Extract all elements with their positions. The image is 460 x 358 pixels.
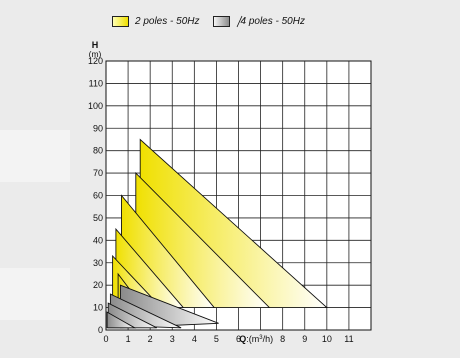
- y-tick-label: 60: [93, 191, 103, 201]
- x-tick-label: 5: [214, 334, 219, 344]
- operating-regions: [106, 138, 328, 329]
- legend-swatch-gray: [213, 15, 231, 27]
- legend-tick-mark-icon: [236, 14, 244, 28]
- x-axis-ticks: 0 1 2 3 4 5 6 8 9 10 11: [103, 334, 353, 344]
- x-tick-label: 11: [344, 334, 353, 344]
- y-tick-label: 0: [98, 325, 103, 335]
- x-axis-unit-suffix: /h): [263, 334, 274, 344]
- x-tick-label: 4: [192, 334, 197, 344]
- x-axis-unit-prefix: :(m: [246, 334, 259, 344]
- y-tick-label: 80: [93, 146, 103, 156]
- y-tick-label: 110: [89, 78, 103, 88]
- y-tick-label: 40: [93, 235, 103, 245]
- x-tick-label: 9: [302, 334, 307, 344]
- legend-item-2-poles: 2 poles - 50Hz: [112, 15, 200, 27]
- legend-item-4-poles: 4 poles - 50Hz: [213, 14, 305, 28]
- y-tick-label: 100: [88, 101, 103, 111]
- x-tick-label: 8: [280, 334, 285, 344]
- x-tick-label: 1: [126, 334, 131, 344]
- x-tick-label: 10: [322, 334, 332, 344]
- background-stripe: [0, 268, 70, 320]
- background-stripe: [0, 130, 70, 182]
- y-axis-ticks: 0 10 20 30 40 50 60 70 80 90 100 110 120: [88, 56, 103, 335]
- y-tick-label: 10: [93, 303, 103, 313]
- y-tick-label: 30: [93, 258, 103, 268]
- y-tick-label: 50: [93, 213, 103, 223]
- x-axis-label: Q:(m3/h): [239, 334, 273, 344]
- chart-legend: 2 poles - 50Hz 4 poles - 50Hz: [112, 14, 319, 28]
- y-tick-label: 20: [93, 280, 103, 290]
- x-tick-label: 3: [170, 334, 175, 344]
- x-tick-label: 0: [103, 334, 108, 344]
- legend-label-4-poles: 4 poles - 50Hz: [240, 15, 305, 27]
- legend-swatch-yellow: [112, 15, 129, 27]
- y-axis-unit: (m): [89, 49, 102, 59]
- x-axis-name: Q: [239, 334, 246, 344]
- x-tick-label: 6: [236, 334, 241, 344]
- x-tick-label: 2: [148, 334, 153, 344]
- y-tick-label: 70: [93, 168, 103, 178]
- y-tick-label: 90: [93, 123, 103, 133]
- legend-label-2-poles: 2 poles - 50Hz: [135, 15, 200, 27]
- x-axis-unit-sup: 3: [259, 335, 263, 341]
- y-tick-label: 120: [88, 56, 103, 66]
- region-4-poles: [106, 311, 137, 329]
- y-axis-name: H: [92, 40, 99, 50]
